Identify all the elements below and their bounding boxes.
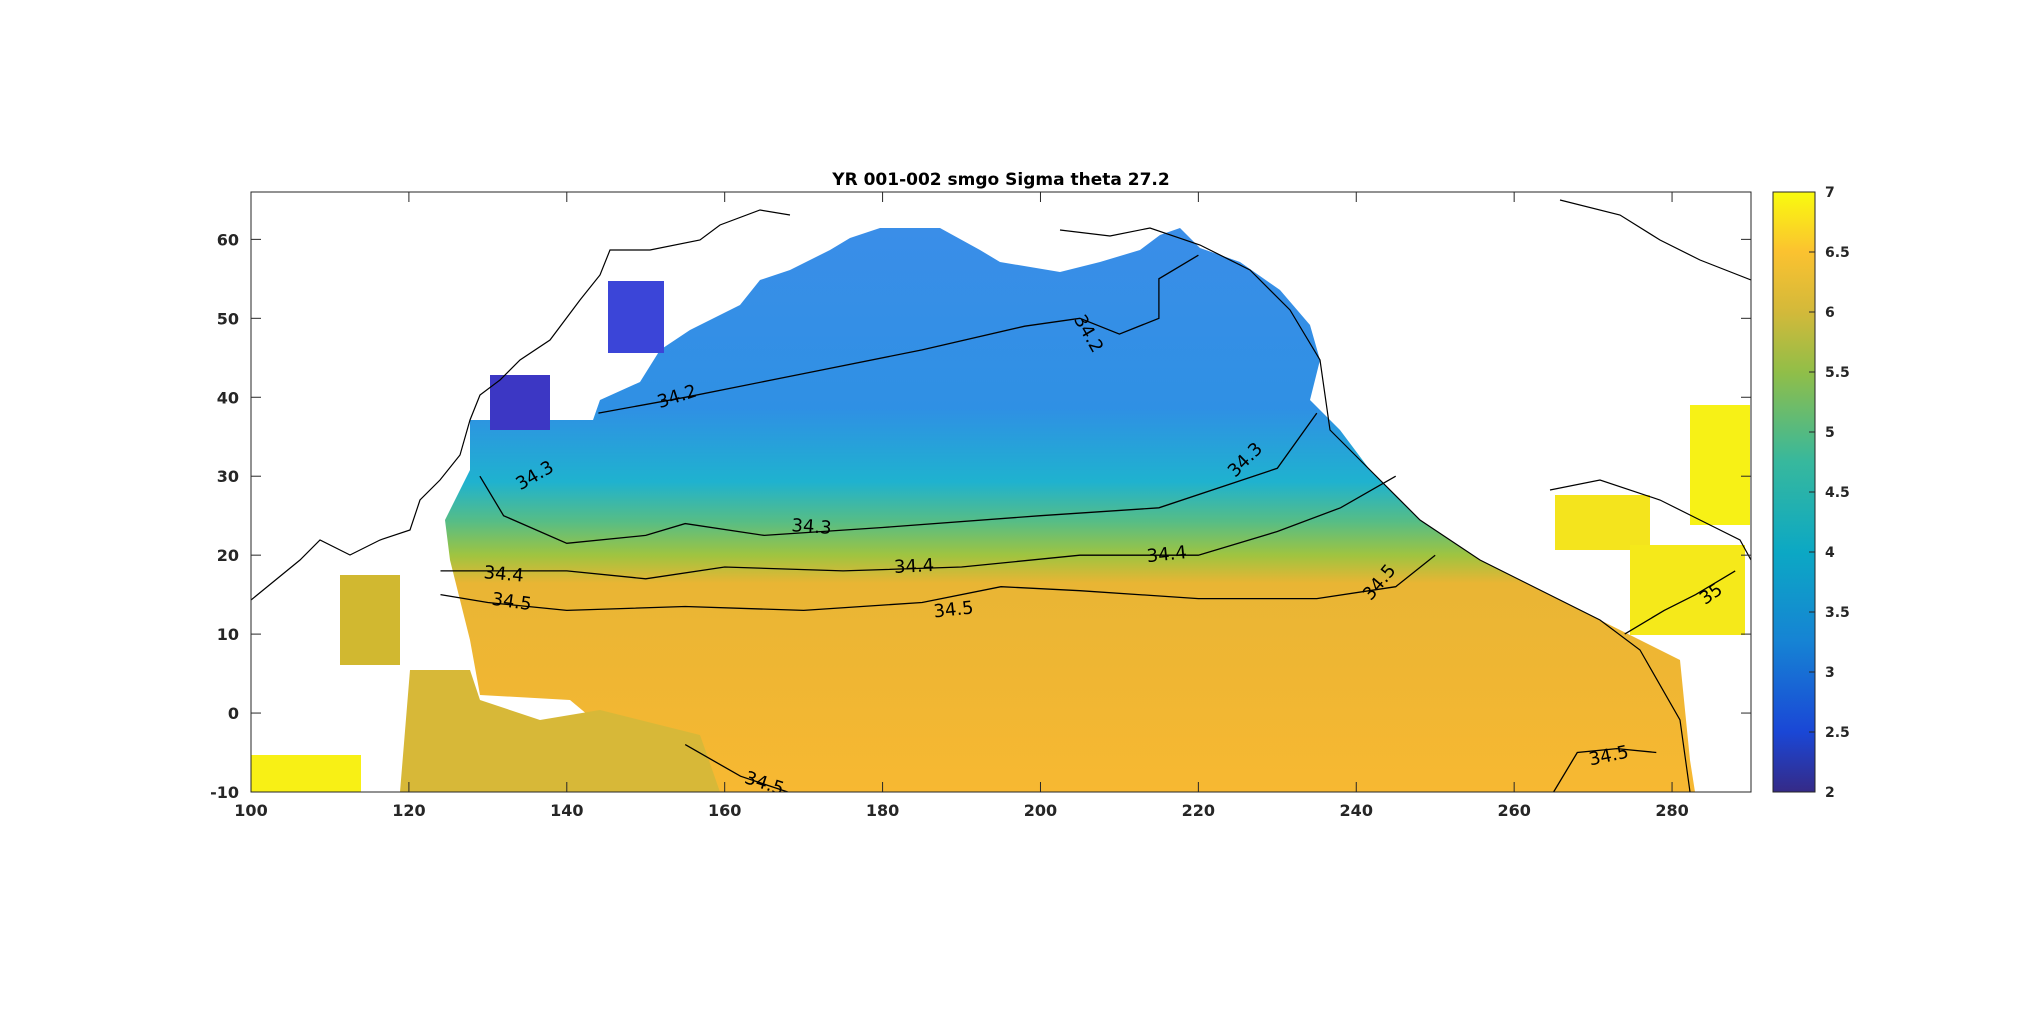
pacific-field [445,228,1695,792]
colorbar-tick-label: 5.5 [1825,365,1850,381]
x-tick-label: 140 [550,801,583,820]
colorbar-tick-label: 3 [1825,665,1835,681]
south-china-sea-patch [340,575,400,665]
y-tick-label: 50 [217,309,239,328]
america-coastline [1059,227,1691,792]
contour-label: 34.3 [791,515,832,539]
colorbar-tick-label: 2 [1825,785,1835,801]
indonesian-patch [400,670,720,792]
x-tick-label: 200 [1024,801,1057,820]
plot-frame [250,191,1752,793]
y-tick-label: -10 [210,783,239,802]
contour-line-34.5 [684,744,789,792]
chart-title: YR 001-002 smgo Sigma theta 27.2 [831,170,1169,190]
x-tick-label: 280 [1655,801,1688,820]
y-axis: -10 0 10 20 30 40 50 60 [210,230,1751,802]
gulf-patch [1555,495,1650,550]
x-tick-label: 180 [866,801,899,820]
y-tick-label: 10 [217,625,239,644]
japan-sea-patch [490,375,550,430]
x-axis: 100 120 140 160 180 200 220 240 260 280 [234,192,1689,820]
y-tick-label: 60 [217,230,239,249]
colorbar-tick-label: 6.5 [1825,245,1850,261]
y-tick-label: 20 [217,546,239,565]
x-tick-label: 160 [708,801,741,820]
contour-label: 34.5 [933,597,975,622]
atlantic-patch [1690,405,1750,525]
colorbar-tick-label: 2.5 [1825,725,1850,741]
contour-line-34.5 [1553,747,1657,792]
contour-label: 34.4 [894,555,935,578]
north-america-coast [1559,199,1751,281]
x-tick-label: 260 [1497,801,1530,820]
x-tick-label: 120 [392,801,425,820]
colorbar-tick-label: 4.5 [1825,485,1850,501]
y-tick-label: 30 [217,467,239,486]
contour-label: 34.4 [1146,542,1188,567]
contour-lines [440,254,1736,792]
map-plot: 34.234.234.334.334.334.4 34.4 34.434.5 34.5… [251,192,1751,792]
asia-coastline [251,209,791,601]
contour-line-34.4 [440,475,1397,580]
colorbar [1772,191,1816,793]
contour-label: 34.4 [483,562,525,586]
contour-line-34.2 [598,254,1199,414]
colorbar-tick-label: 4 [1825,545,1835,561]
y-tick-label: 40 [217,388,239,407]
indian-ocean-patch [251,755,361,792]
contour-line-35 [1624,570,1736,635]
colorbar-ticks: 2 2.5 3 3.5 4 4.5 5 5.5 6 6.5 7 [1809,185,1850,801]
colorbar-tick-label: 3.5 [1825,605,1850,621]
x-tick-label: 240 [1340,801,1373,820]
y-tick-label: 0 [228,704,239,723]
x-tick-label: 100 [234,801,267,820]
gulf-coastline [1549,479,1751,561]
caribbean-patch [1630,545,1745,635]
colorbar-tick-label: 6 [1825,305,1835,321]
contour-line-34.3 [479,412,1318,544]
contour-line-34.5 [440,554,1436,612]
colorbar-tick-label: 5 [1825,425,1835,441]
x-tick-label: 220 [1182,801,1215,820]
colorbar-tick-label: 7 [1825,185,1835,201]
okhotsk-patch [608,281,664,353]
